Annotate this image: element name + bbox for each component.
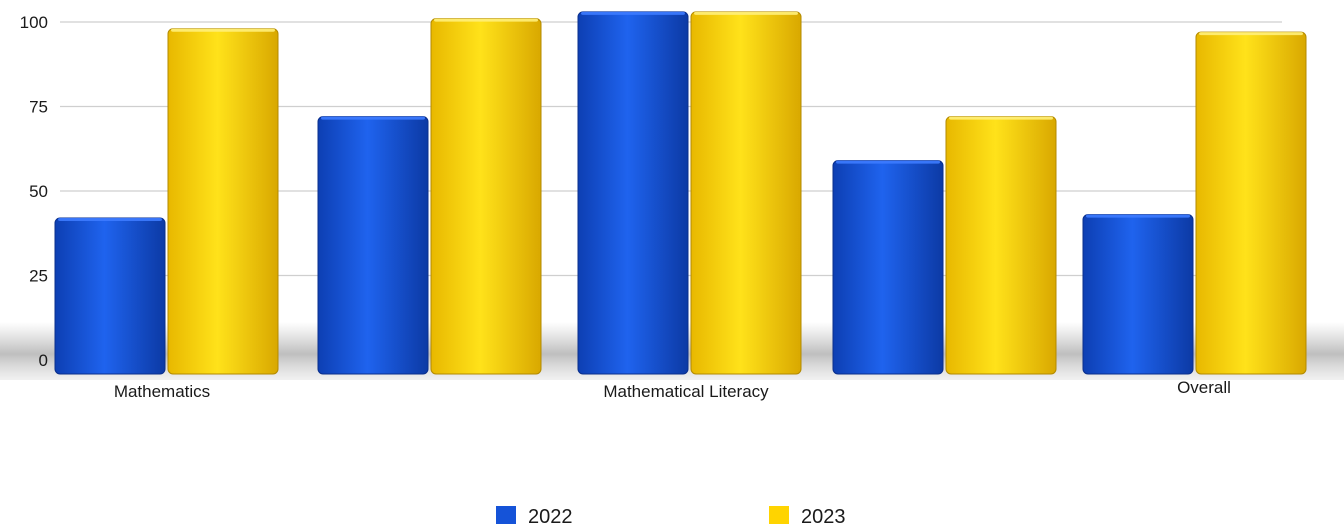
bars — [54, 11, 1307, 375]
bar-top-highlight — [1199, 32, 1303, 36]
bar-2022 — [1082, 214, 1194, 375]
bar-2022 — [577, 11, 689, 375]
legend-swatch — [496, 506, 516, 524]
y-tick-label: 0 — [39, 351, 48, 370]
x-axis-categories: Mathematics Mathematical Literacy Overall — [114, 378, 1231, 401]
legend-item-2022: 2022 — [496, 506, 573, 528]
bar-top-highlight — [58, 218, 162, 222]
y-tick-label: 25 — [29, 267, 48, 286]
bar-2023 — [1195, 31, 1307, 375]
bar-top-highlight — [581, 11, 685, 15]
bar-2023 — [945, 116, 1057, 375]
legend-label: 2022 — [528, 506, 573, 528]
bar-2023 — [430, 18, 542, 375]
legend: 2022 2023 — [496, 506, 846, 528]
y-tick-label: 75 — [29, 98, 48, 117]
legend-swatch — [769, 506, 789, 524]
legend-item-2023: 2023 — [769, 506, 846, 528]
bar-top-highlight — [321, 116, 425, 120]
bar-top-highlight — [434, 18, 538, 22]
legend-label: 2023 — [801, 506, 846, 528]
bar-2023 — [690, 11, 802, 375]
bar-top-highlight — [694, 11, 798, 15]
bar-2022 — [54, 217, 166, 375]
category-label: Mathematics — [114, 382, 210, 401]
bar-top-highlight — [949, 116, 1053, 120]
bar-2023 — [167, 28, 279, 375]
y-axis-ticks: 0 25 50 75 100 — [20, 13, 48, 370]
bar-2022 — [317, 116, 429, 375]
bar-top-highlight — [1086, 214, 1190, 218]
y-tick-label: 100 — [20, 13, 48, 32]
bar-top-highlight — [836, 160, 940, 164]
y-tick-label: 50 — [29, 182, 48, 201]
bar-2022 — [832, 160, 944, 375]
bar-top-highlight — [171, 28, 275, 32]
category-label: Mathematical Literacy — [603, 382, 769, 401]
category-label: Overall — [1177, 378, 1231, 397]
